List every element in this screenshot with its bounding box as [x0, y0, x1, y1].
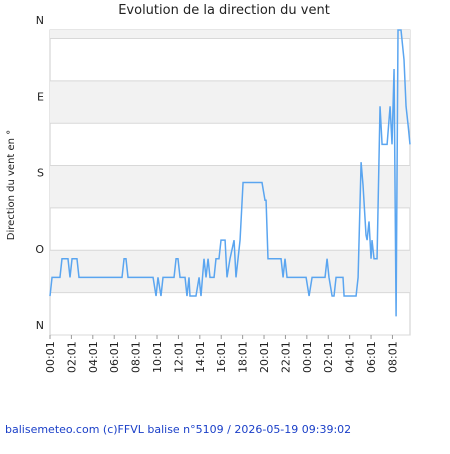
x-tick-label: 06:01: [365, 341, 378, 373]
x-tick-label: 08:01: [386, 341, 399, 373]
y-tick-label: E: [37, 90, 44, 103]
x-tick-label: 16:01: [215, 341, 228, 373]
y-tick-label: O: [35, 243, 44, 256]
footer: balisemeteo.com (c)FFVL balise n°5109 / …: [5, 423, 351, 436]
y-axis-label: Direction du vent en °: [6, 130, 17, 240]
x-tick-label: 00:01: [301, 341, 314, 373]
x-tick-label: 20:01: [258, 341, 271, 373]
x-tick-label: 22:01: [279, 341, 292, 373]
grid-band: [50, 80, 410, 124]
x-tick-label: 06:01: [108, 341, 121, 373]
x-tick-label: 08:01: [130, 341, 143, 373]
data-line: [49, 29, 411, 317]
y-tick-label: S: [37, 167, 44, 180]
x-tick-label: 02:01: [65, 341, 78, 373]
x-tick-label: 14:01: [194, 341, 207, 373]
chart-title: Evolution de la direction du vent: [118, 3, 330, 18]
x-tick-label: 18:01: [237, 341, 250, 373]
y-tick-label: N: [36, 14, 44, 27]
x-tick-label: 10:01: [151, 341, 164, 373]
x-tick-label: 04:01: [87, 341, 100, 373]
grid-band: [50, 165, 410, 208]
y-tick-label: N: [36, 319, 44, 332]
x-tick-label: 04:01: [344, 341, 357, 373]
grid-band: [50, 30, 410, 39]
x-tick-label: 02:01: [322, 341, 335, 373]
x-tick-label: 00:01: [44, 341, 57, 373]
x-tick-label: 12:01: [172, 341, 185, 373]
